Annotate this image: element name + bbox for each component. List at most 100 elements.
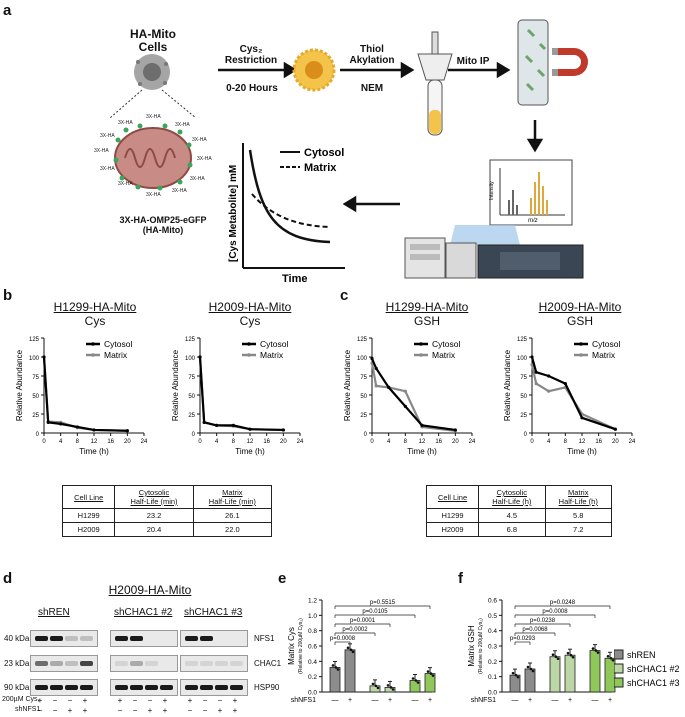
data-point — [387, 385, 391, 389]
p-value: p=0.0248 — [550, 600, 576, 606]
blot-box — [180, 630, 248, 647]
x-tick-label: 0 — [42, 439, 46, 445]
legend-label: Cytosol — [592, 339, 620, 349]
y-tick-label: 0.2 — [308, 674, 317, 681]
x-tick-label: 16 — [595, 439, 602, 445]
bar-sign: — — [512, 697, 519, 704]
blot-band — [160, 685, 173, 690]
replicate-dot — [591, 647, 595, 650]
series-line-matrix — [370, 362, 456, 432]
table-cell: 26.1 — [192, 508, 273, 523]
legend-marker — [91, 342, 95, 346]
x-axis-label: Time (h) — [79, 447, 109, 456]
y-tick-label: 0.0 — [488, 690, 497, 697]
spin-column-icon — [417, 31, 453, 136]
blot-band — [200, 661, 213, 666]
table-cell: 4.5 — [478, 508, 546, 523]
treatment-sign: − — [132, 696, 138, 705]
x-tick-label: 12 — [247, 439, 254, 445]
replicate-dot — [431, 674, 435, 677]
x-axis-label: Time (h) — [567, 447, 597, 456]
y-tick-label: 0.6 — [308, 644, 317, 651]
blot-band — [80, 636, 93, 641]
data-point — [370, 356, 374, 361]
legend-shchac1-2: shCHAC1 #2 — [627, 664, 680, 674]
y-tick-label: 25 — [188, 413, 195, 419]
plot-y-label: [Cys Metabolite] mM — [228, 165, 239, 262]
series-line-cytosol — [42, 356, 128, 432]
series-line-matrix — [198, 356, 284, 432]
data-point — [547, 374, 551, 378]
panel-label-e: e — [278, 570, 287, 587]
treatment-sign: + — [162, 706, 168, 715]
legend-shren: shREN — [627, 650, 656, 660]
table-cell: H1299 — [61, 508, 116, 523]
replicate-dot — [349, 648, 353, 652]
lc-ms-instrument-icon — [404, 225, 584, 279]
ha-tag-4: 3X-HA — [100, 133, 115, 139]
y-tick-label: 100 — [357, 356, 368, 362]
treatment-sign: + — [162, 696, 168, 705]
blot-box — [110, 655, 178, 672]
p-value: p=0.5515 — [370, 600, 396, 606]
data-point — [59, 422, 63, 426]
y-tick-label: 0.1 — [488, 674, 497, 681]
y-tick-label: 1.2 — [308, 598, 317, 605]
replicate-dot — [374, 684, 378, 688]
x-tick-label: 0 — [370, 439, 374, 445]
data-point — [46, 420, 50, 424]
data-point — [420, 423, 424, 427]
schematic-svg: 3X-HA 3X-HA 3X-HA 3X-HA 3X-HA 3X-HA 3X-H… — [94, 19, 588, 285]
blot-band — [65, 685, 78, 690]
treatment-sign: − — [52, 696, 58, 705]
blot-band — [80, 685, 93, 690]
chart-c2-title: H2009-HA-Mito — [538, 300, 622, 314]
panel-label-a: a — [3, 2, 12, 19]
replicate-dot — [596, 651, 600, 654]
bar — [524, 668, 536, 693]
treatment-sign: − — [37, 706, 43, 715]
ha-tag-6: 3X-HA — [94, 148, 109, 154]
restriction-label: Cys₂ Restriction — [224, 44, 278, 66]
y-tick-label: 0 — [192, 432, 196, 438]
blot-band — [115, 636, 128, 641]
x-tick-label: 24 — [141, 439, 148, 445]
treatment-sign: + — [217, 706, 223, 715]
blot-band — [80, 661, 93, 666]
plot-legend-matrix: Matrix — [304, 162, 337, 174]
p-value: p=0.0105 — [362, 609, 388, 615]
bar — [589, 650, 601, 693]
data-point — [563, 382, 567, 386]
bar-sign: + — [528, 697, 532, 704]
bar-sign: — — [412, 697, 419, 704]
plot-x-label: Time — [282, 273, 307, 285]
line-chart-c1: 0 25 50 75 100 125 0 4 8 12 16 20 24 Relative Abundan… — [343, 337, 476, 456]
y-tick-label: 0.3 — [488, 644, 497, 651]
x-axis-label: Time (h) — [235, 447, 265, 456]
ha-tag-1: 3X-HA — [118, 120, 133, 126]
legend-marker — [91, 353, 95, 357]
replicate-dot — [429, 672, 433, 675]
bar-sign: — — [372, 697, 379, 704]
thiol-label: Thiol Akylation — [349, 44, 395, 66]
replicate-dot — [554, 655, 558, 659]
blot-band — [200, 685, 213, 690]
y-axis-label: Relative Abundance — [503, 349, 512, 421]
p-value: p=0.0008 — [330, 636, 356, 642]
data-point — [198, 355, 202, 359]
x-tick-label: 0 — [198, 439, 202, 445]
replicate-dot — [386, 684, 390, 687]
treatment-sign: − — [147, 696, 153, 705]
data-point — [281, 428, 285, 432]
blot-band — [230, 661, 243, 666]
protein-nfs1: NFS1 — [254, 634, 275, 643]
legend-marker — [579, 342, 583, 346]
treatment-sign: − — [187, 706, 193, 715]
ha-tag-5: 3X-HA — [192, 137, 207, 143]
replicate-dot — [516, 675, 520, 679]
treatment-sign: + — [117, 696, 123, 705]
table-cell: H2009 — [61, 522, 116, 537]
y-tick-label: 100 — [185, 356, 196, 362]
replicate-dot — [556, 657, 560, 661]
chart-c2-metabolite: GSH — [566, 314, 593, 328]
